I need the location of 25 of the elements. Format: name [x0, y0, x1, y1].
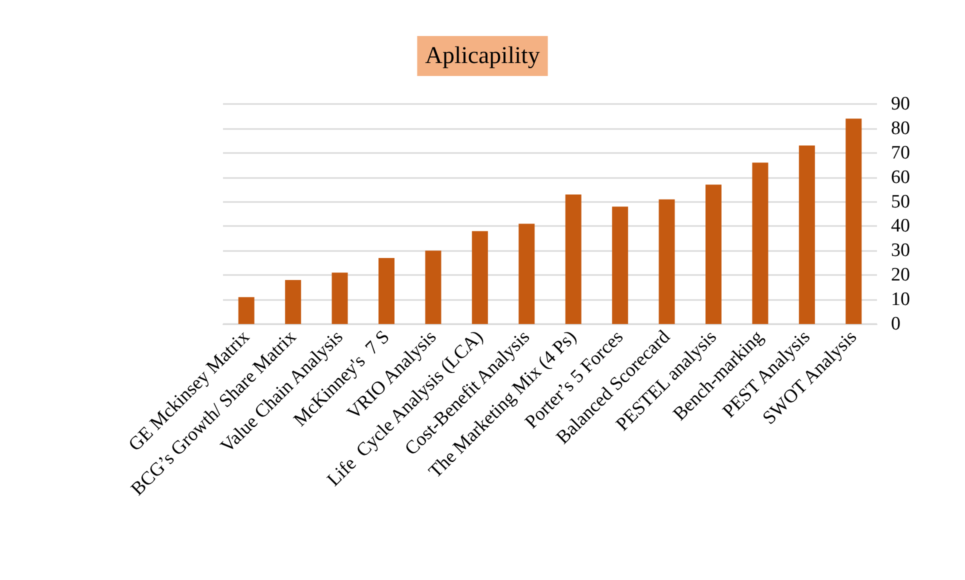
y-tick-label: 20 [891, 264, 910, 286]
y-tick-label: 30 [891, 240, 910, 262]
bar [285, 280, 302, 324]
y-tick-label: 60 [891, 166, 910, 188]
y-tick-label: 90 [891, 94, 910, 114]
bar [518, 224, 535, 324]
bar [332, 272, 348, 324]
bar [612, 206, 628, 324]
y-tick-label: 80 [891, 118, 910, 139]
bar [798, 146, 815, 324]
bar [472, 231, 488, 324]
bar [846, 118, 862, 324]
bar [658, 199, 675, 324]
y-tick-label: 10 [891, 289, 910, 310]
bar [706, 184, 722, 324]
y-tick-label: 0 [891, 314, 900, 334]
y-tick-label: 40 [891, 216, 910, 237]
bar [425, 250, 442, 324]
y-tick-label: 50 [891, 191, 910, 212]
bar [752, 162, 768, 324]
bar [565, 194, 582, 324]
chart-title: Aplicapility [425, 43, 540, 69]
y-tick-label: 70 [891, 142, 910, 164]
bar [378, 258, 394, 324]
bar [238, 297, 254, 324]
